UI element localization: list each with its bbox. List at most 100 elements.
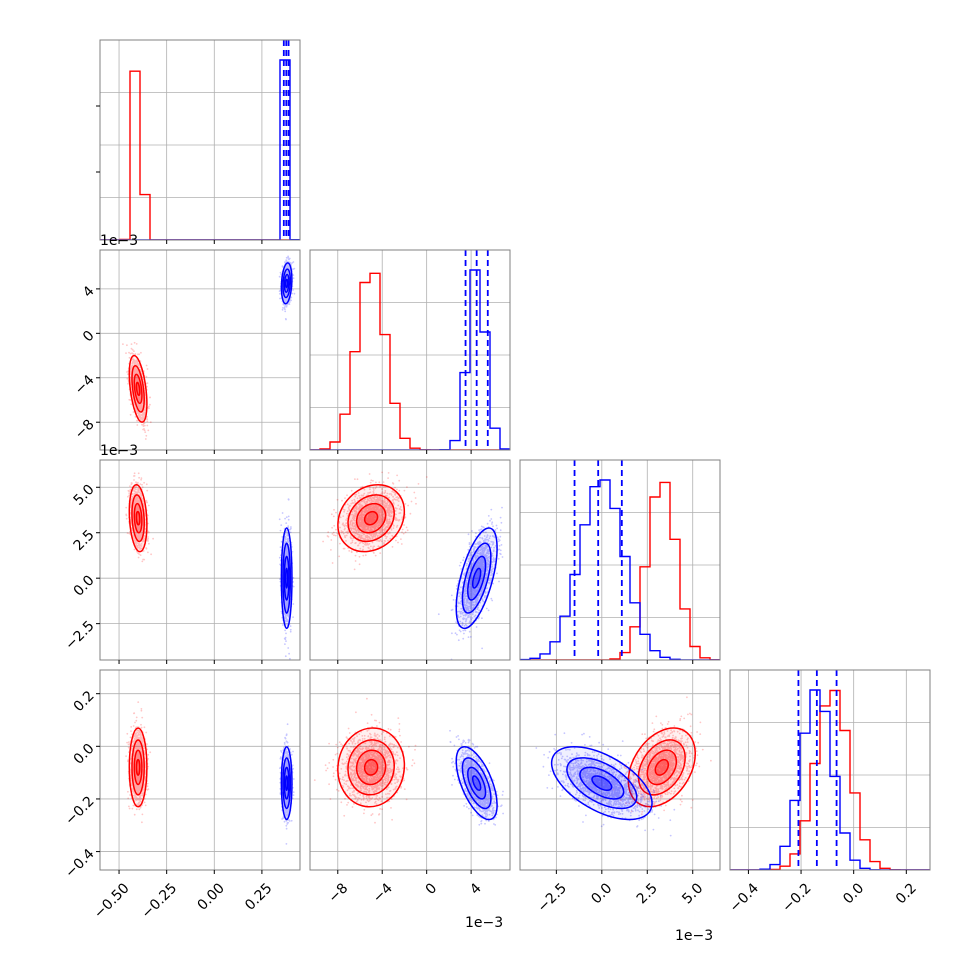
- scatter-point: [282, 307, 284, 309]
- scatter-point: [134, 369, 137, 372]
- scatter-point: [288, 266, 291, 268]
- scatter-point: [137, 370, 139, 373]
- scatter-point: [139, 492, 142, 495]
- scatter-point: [129, 380, 132, 382]
- scatter-point: [149, 403, 151, 406]
- scatter-point: [134, 361, 137, 364]
- scatter-point: [140, 478, 143, 481]
- scatter-point: [144, 400, 147, 403]
- scatter-point: [285, 276, 288, 279]
- scatter-point: [137, 371, 139, 374]
- scatter-point: [282, 303, 285, 306]
- scatter-point: [137, 379, 140, 382]
- scatter-point: [285, 552, 288, 555]
- scatter-point: [285, 590, 287, 593]
- scatter-point: [137, 488, 140, 491]
- scatter-point: [137, 488, 140, 491]
- scatter-point: [134, 500, 137, 503]
- scatter-point: [133, 363, 136, 366]
- scatter-point: [281, 512, 284, 514]
- scatter-point: [287, 525, 290, 527]
- scatter-point: [143, 412, 146, 415]
- scatter-point: [138, 396, 141, 399]
- scatter-point: [136, 506, 139, 509]
- scatter-point: [142, 539, 145, 541]
- scatter-point: [285, 293, 288, 295]
- scatter-point: [136, 419, 138, 422]
- scatter-point: [287, 614, 290, 617]
- scatter-point: [285, 293, 287, 295]
- scatter-point: [291, 292, 293, 295]
- scatter-point: [146, 539, 149, 542]
- scatter-point: [286, 539, 289, 541]
- scatter-point: [285, 548, 287, 550]
- scatter-point: [286, 271, 289, 273]
- scatter-point: [135, 410, 138, 413]
- scatter-point: [135, 509, 138, 512]
- scatter-point: [286, 563, 289, 566]
- scatter-point: [143, 481, 146, 484]
- scatter-point: [136, 526, 139, 528]
- scatter-point: [139, 395, 142, 397]
- scatter-point: [137, 364, 140, 367]
- scatter-point: [287, 258, 290, 260]
- scatter-point: [138, 535, 140, 538]
- scatter-point: [137, 525, 140, 528]
- scatter-point: [137, 529, 140, 532]
- scatter-point: [140, 408, 143, 411]
- scatter-point: [132, 488, 135, 490]
- scatter-point: [138, 499, 141, 501]
- scatter-point: [134, 369, 137, 372]
- scatter-point: [135, 366, 137, 369]
- scatter-point: [286, 276, 288, 279]
- scatter-point: [136, 507, 139, 510]
- scatter-point: [136, 361, 139, 364]
- scatter-point: [134, 369, 136, 371]
- scatter-point: [136, 424, 139, 426]
- scatter-point: [147, 530, 150, 533]
- scatter-point: [285, 294, 288, 297]
- scatter-point: [135, 343, 138, 345]
- scatter-point: [137, 481, 139, 484]
- scatter-point: [286, 602, 288, 604]
- histogram-blue: [100, 59, 300, 240]
- scatter-point: [138, 404, 141, 407]
- scatter-point: [288, 303, 291, 306]
- scatter-point: [137, 500, 140, 502]
- scatter-point: [139, 395, 142, 398]
- scatter-point: [135, 509, 138, 512]
- scatter-point: [128, 532, 131, 535]
- scatter-point: [138, 395, 140, 398]
- scatter-point: [139, 409, 142, 411]
- scatter-point: [135, 376, 138, 379]
- scatter-point: [138, 529, 141, 532]
- scatter-point: [136, 371, 139, 374]
- scatter-point: [135, 534, 138, 536]
- scatter-point: [141, 413, 144, 415]
- scatter-point: [136, 509, 139, 512]
- scatter-point: [285, 260, 288, 262]
- scatter-point: [281, 265, 284, 267]
- scatter-point: [138, 526, 141, 529]
- scatter-point: [287, 272, 290, 275]
- scatter-point: [130, 501, 132, 504]
- scatter-point: [285, 292, 288, 295]
- scatter-point: [139, 405, 142, 407]
- scatter-point: [135, 497, 138, 500]
- scatter-point: [135, 379, 138, 382]
- scatter-point: [140, 414, 143, 416]
- scatter-point: [129, 368, 132, 370]
- scatter-point: [136, 505, 138, 508]
- scatter-point: [134, 372, 136, 375]
- scatter-point: [284, 300, 287, 303]
- scatter-point: [140, 404, 143, 407]
- scatter-point: [284, 617, 286, 619]
- scatter-point: [132, 361, 134, 363]
- scatter-point: [133, 487, 136, 490]
- scatter-point: [285, 276, 288, 279]
- scatter-point: [139, 405, 142, 408]
- scatter-point: [129, 413, 132, 416]
- scatter-point: [137, 526, 140, 529]
- scatter-point: [136, 508, 139, 511]
- scatter-point: [288, 267, 290, 269]
